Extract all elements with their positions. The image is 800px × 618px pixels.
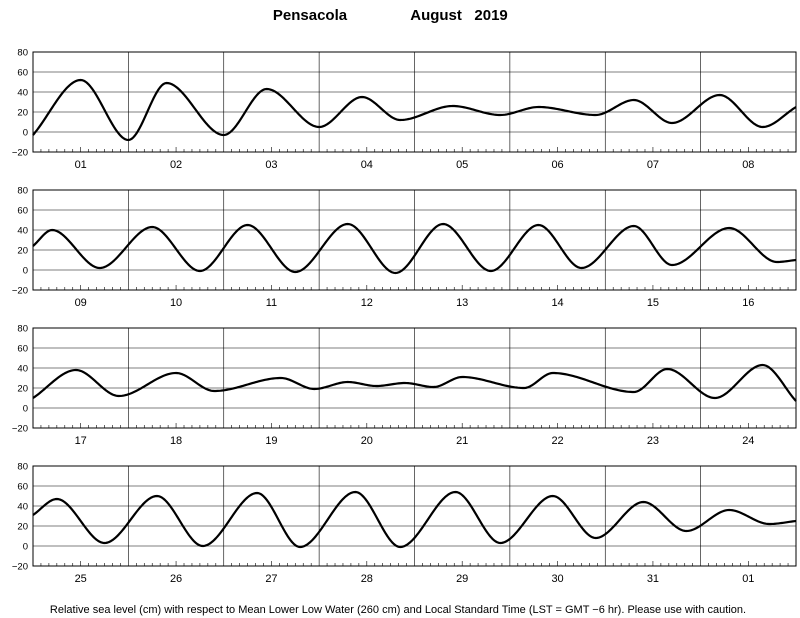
y-tick-label: 80 (17, 186, 28, 197)
day-label: 27 (265, 573, 277, 585)
y-tick-label: 0 (23, 266, 28, 277)
day-label: 02 (170, 159, 182, 171)
day-label: 28 (361, 573, 373, 585)
day-label: 12 (361, 297, 373, 309)
day-label: 13 (456, 297, 468, 309)
day-label: 11 (266, 297, 277, 309)
chart-panel: −20 0 20 40 60 80 25 26 27 28 29 30 31 01 (12, 462, 797, 585)
y-tick-label: 0 (23, 542, 28, 553)
chart-panels: −20 0 20 40 60 80 01 02 03 04 05 06 07 08 −20 0 20 40 60 80… (12, 48, 797, 585)
panel-frame (32, 51, 797, 153)
day-label: 03 (265, 159, 277, 171)
y-tick-label: 20 (17, 108, 28, 119)
day-label: 26 (170, 573, 182, 585)
day-label: 29 (456, 573, 468, 585)
day-label: 15 (647, 297, 659, 309)
y-tick-label: 60 (17, 344, 28, 355)
day-label: 05 (456, 159, 468, 171)
y-tick-label: 40 (17, 88, 28, 99)
day-label: 09 (75, 297, 87, 309)
y-tick-label: −20 (12, 562, 28, 573)
day-label: 22 (551, 435, 563, 447)
chart-panel: −20 0 20 40 60 80 01 02 03 04 05 06 07 08 (12, 48, 797, 171)
day-label: 30 (551, 573, 563, 585)
day-label: 21 (456, 435, 468, 447)
sea-level-line (32, 363, 797, 402)
day-label: 04 (361, 159, 373, 171)
day-label: 25 (75, 573, 87, 585)
y-tick-label: 80 (17, 324, 28, 335)
sea-level-line (32, 78, 797, 142)
panel-frame (32, 327, 797, 429)
day-label: 06 (551, 159, 563, 171)
y-tick-label: −20 (12, 424, 28, 435)
y-tick-label: 20 (17, 522, 28, 533)
chart-title-location: Pensacola (273, 7, 348, 24)
y-tick-label: −20 (12, 148, 28, 159)
y-tick-label: 60 (17, 482, 28, 493)
day-label: 16 (742, 297, 754, 309)
chart-panel: −20 0 20 40 60 80 09 10 11 12 13 14 15 16 (12, 186, 797, 309)
y-tick-label: 0 (23, 128, 28, 139)
panel-frame (32, 189, 797, 291)
sea-level-line (32, 222, 797, 275)
day-label: 18 (170, 435, 182, 447)
sea-level-line (32, 490, 797, 549)
day-label: 23 (647, 435, 659, 447)
chart-panel: −20 0 20 40 60 80 17 18 19 20 21 22 23 24 (12, 324, 797, 447)
y-tick-label: 0 (23, 404, 28, 415)
day-label: 14 (551, 297, 563, 309)
y-tick-label: 40 (17, 364, 28, 375)
y-tick-label: 40 (17, 502, 28, 513)
y-tick-label: 20 (17, 246, 28, 257)
day-label: 19 (265, 435, 277, 447)
y-tick-label: 20 (17, 384, 28, 395)
y-tick-label: 60 (17, 68, 28, 79)
day-label: 01 (742, 573, 754, 585)
chart-footnote: Relative sea level (cm) with respect to … (50, 604, 746, 616)
chart-title-period: August 2019 (410, 7, 508, 24)
day-label: 07 (647, 159, 659, 171)
y-tick-label: 80 (17, 462, 28, 473)
day-label: 08 (742, 159, 754, 171)
y-tick-label: −20 (12, 286, 28, 297)
y-tick-label: 60 (17, 206, 28, 217)
y-tick-label: 80 (17, 48, 28, 59)
panel-frame (32, 465, 797, 567)
day-label: 01 (75, 159, 87, 171)
day-label: 31 (647, 573, 659, 585)
y-tick-label: 40 (17, 226, 28, 237)
day-label: 17 (75, 435, 87, 447)
day-label: 20 (361, 435, 373, 447)
day-label: 10 (170, 297, 182, 309)
day-label: 24 (742, 435, 754, 447)
